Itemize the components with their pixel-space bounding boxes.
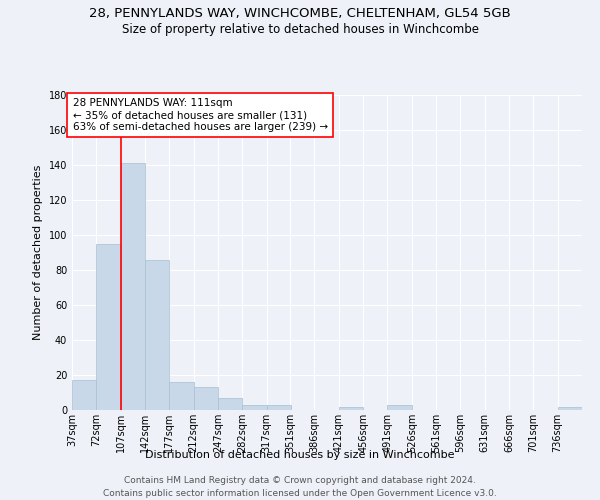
Bar <box>97 244 121 410</box>
Bar <box>194 387 218 410</box>
Text: Contains HM Land Registry data © Crown copyright and database right 2024.
Contai: Contains HM Land Registry data © Crown c… <box>103 476 497 498</box>
Y-axis label: Number of detached properties: Number of detached properties <box>33 165 43 340</box>
Text: 28 PENNYLANDS WAY: 111sqm
← 35% of detached houses are smaller (131)
63% of semi: 28 PENNYLANDS WAY: 111sqm ← 35% of detac… <box>73 98 328 132</box>
Bar <box>145 260 169 410</box>
Bar <box>218 398 242 410</box>
Bar <box>242 405 266 410</box>
Bar <box>72 380 97 410</box>
Bar <box>121 163 145 410</box>
Text: Size of property relative to detached houses in Winchcombe: Size of property relative to detached ho… <box>121 22 479 36</box>
Bar <box>266 405 291 410</box>
Bar <box>169 382 194 410</box>
Text: 28, PENNYLANDS WAY, WINCHCOMBE, CHELTENHAM, GL54 5GB: 28, PENNYLANDS WAY, WINCHCOMBE, CHELTENH… <box>89 8 511 20</box>
Bar <box>339 406 363 410</box>
Bar <box>388 405 412 410</box>
Text: Distribution of detached houses by size in Winchcombe: Distribution of detached houses by size … <box>145 450 455 460</box>
Bar <box>557 406 582 410</box>
